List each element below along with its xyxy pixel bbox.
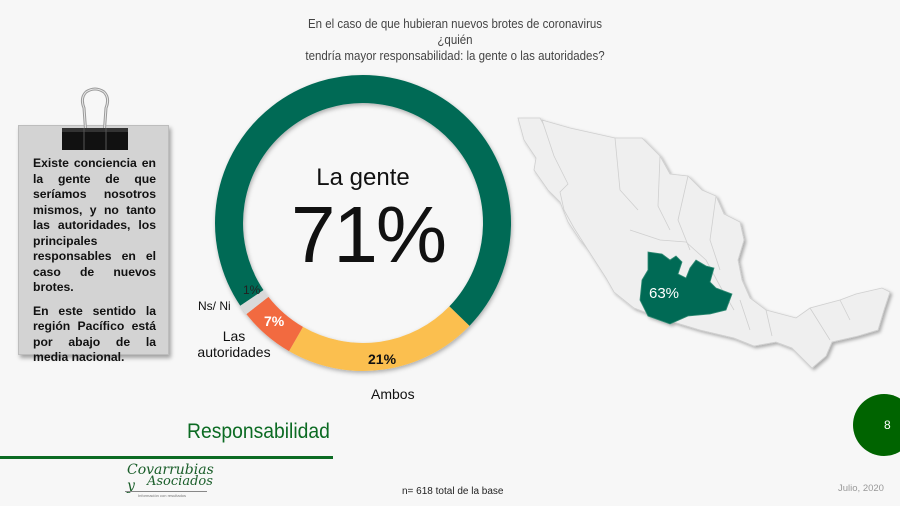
donut-chart [215,75,511,371]
autoridades-label-line-2: autoridades [197,344,271,360]
nsni-label: Ns/ Ni [198,299,231,313]
insight-note-card: Existe conciencia en la gente de que ser… [18,125,169,364]
donut-center-value: 71% [290,190,447,279]
insight-paragraph-1: Existe conciencia en la gente de que ser… [33,156,156,294]
report-date: Julio, 2020 [838,483,884,494]
donut-center-label: La gente [316,164,410,191]
autoridades-label: Las autoridades [194,328,274,360]
logo-tagline: Información con resultados [138,493,187,498]
region-pacifico-value: 63% [649,285,680,302]
segment-ambos [289,306,470,371]
section-title: Responsabilidad [187,420,330,443]
ambos-label: Ambos [371,386,415,402]
question-line-1: En el caso de que hubieran nuevos brotes… [307,17,603,47]
insight-paragraph-2: En este sentido la región Pacífico está … [33,303,156,365]
autoridades-value: 7% [264,313,285,329]
chart-question: En el caso de que hubieran nuevos brotes… [294,16,616,64]
mexico-mainland [541,119,891,369]
ambos-value: 21% [368,351,397,367]
question-line-2: tendría mayor responsabilidad: la gente … [305,49,605,63]
logo-line-2: Asociados [147,474,213,489]
page-number-badge: 8 [853,394,900,456]
segment-la-gente [215,75,511,326]
nsni-value: 1% [243,283,261,297]
page-number: 8 [884,418,891,432]
company-logo: Covarrubias y Asociados Información con … [125,462,215,502]
sample-base-note: n= 618 total de la base [402,486,504,497]
mexico-map [517,117,891,369]
autoridades-label-line-1: Las [222,328,246,344]
logo-line-1: Covarrubias y [127,462,214,494]
binder-clip-icon [62,87,128,150]
segment-autoridades [246,296,304,352]
segment-nsni [240,290,269,315]
region-pacifico [639,251,733,325]
logo-rule [125,491,207,492]
footer-divider [0,456,333,459]
